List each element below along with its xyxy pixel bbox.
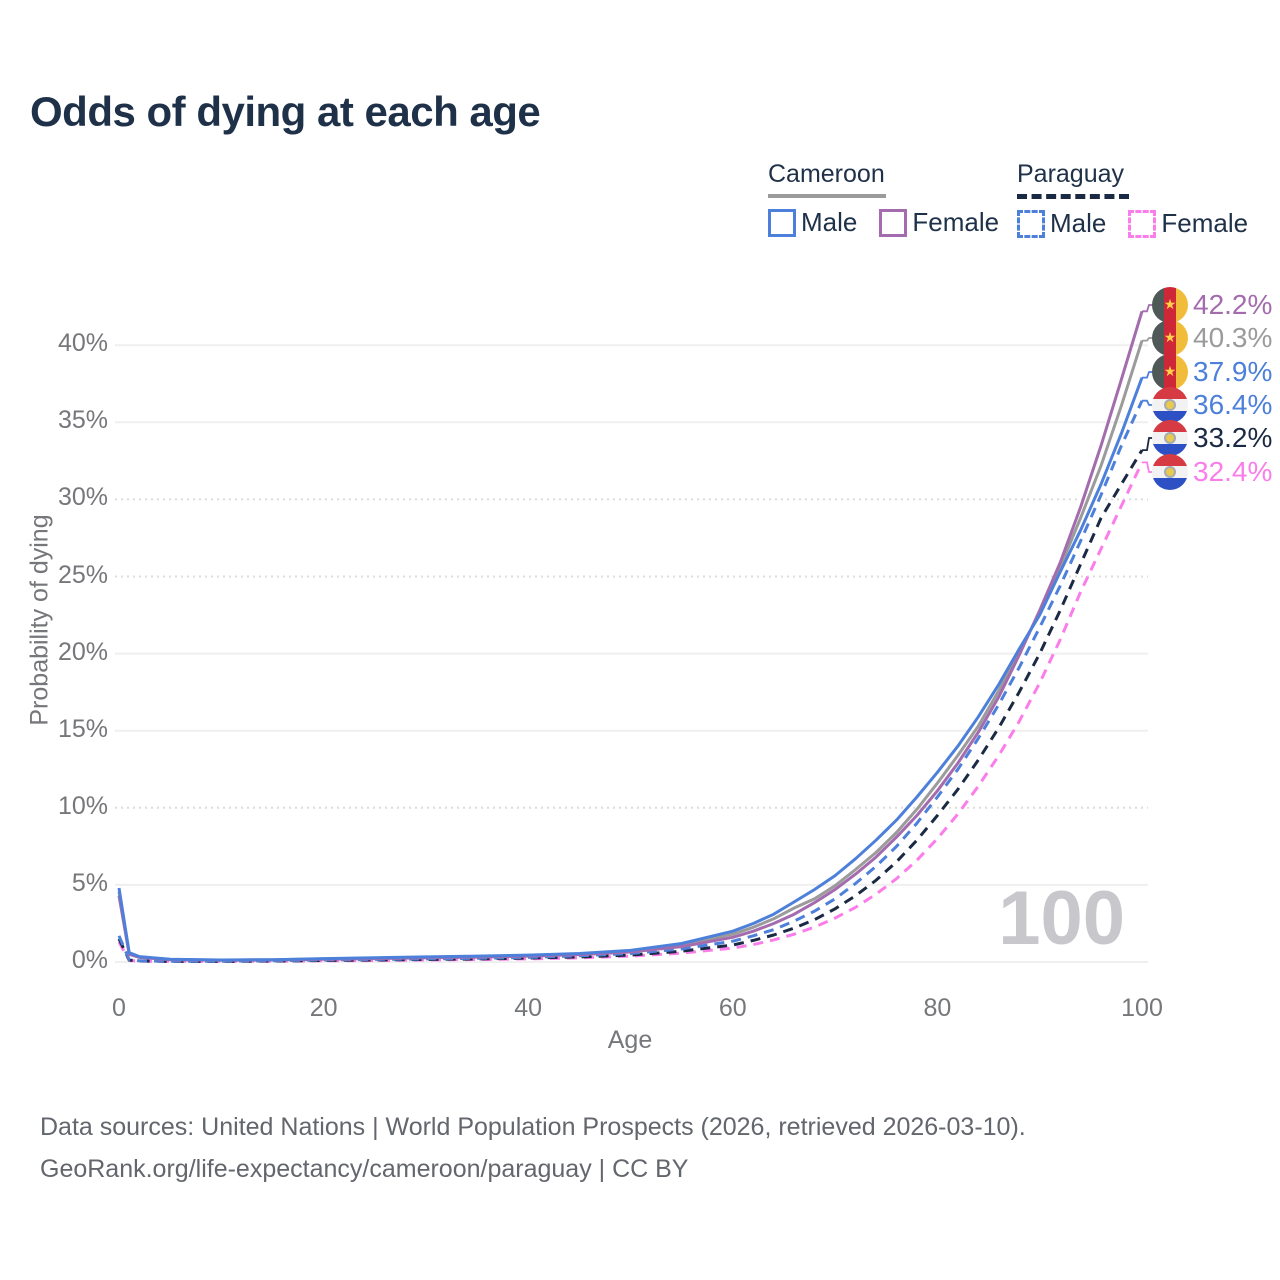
- cameroon-flag-icon: [1152, 354, 1188, 390]
- paraguay-flag-icon: [1152, 454, 1188, 490]
- end-label-cameroon-male: 37.9%: [1152, 354, 1272, 390]
- x-tick-label-80: 80: [923, 994, 952, 1022]
- series-line-cameroon-male: [117, 377, 1144, 962]
- legend-item-paraguay-male[interactable]: Male: [1017, 208, 1106, 239]
- x-tick-label-60: 60: [718, 994, 747, 1022]
- cameroon-flag-icon: [1152, 287, 1188, 323]
- y-tick-label-40%: 40%: [57, 329, 108, 358]
- x-tick-label-0: 0: [112, 994, 126, 1022]
- end-label-paraguay-female: 32.4%: [1152, 454, 1272, 490]
- y-tick-label-0%: 0%: [71, 946, 108, 974]
- footer-attribution: Data sources: United Nations | World Pop…: [40, 1106, 1026, 1190]
- leader-line-cameroon-female: [1142, 304, 1153, 313]
- legend-item-paraguay-female[interactable]: Female: [1128, 208, 1248, 239]
- paraguay-flag-icon: [1152, 420, 1188, 456]
- data-sources-line: Data sources: United Nations | World Pop…: [40, 1113, 1026, 1141]
- series-lines: [117, 310, 1144, 963]
- legend-item-cameroon-male[interactable]: Male: [768, 207, 857, 238]
- leader-line-paraguay-both-sexes: [1142, 437, 1153, 451]
- end-label-cameroon-both: 40.3%: [1152, 320, 1272, 356]
- legend-group-paraguay: Paraguay Male Female: [1017, 160, 1248, 239]
- series-line-paraguay-both-sexes: [117, 449, 1144, 963]
- cameroon-flag-icon: [1152, 320, 1188, 356]
- leader-line-paraguay-male: [1142, 399, 1153, 406]
- cameroon-male-swatch-icon: [768, 208, 796, 237]
- legend-group-title-cameroon: Cameroon: [768, 160, 885, 188]
- y-tick-label-15%: 15%: [57, 714, 108, 743]
- series-line-cameroon-both-sexes: [117, 340, 1144, 962]
- legend-item-cameroon-female[interactable]: Female: [879, 207, 999, 238]
- paraguay-flag-icon: [1152, 387, 1188, 423]
- x-tick-label-40: 40: [514, 994, 543, 1022]
- cameroon-solid-line-sample: [768, 194, 886, 198]
- y-tick-label-30%: 30%: [57, 483, 108, 512]
- y-tick-label-35%: 35%: [57, 406, 108, 435]
- paraguay-dashed-line-sample: [1017, 194, 1129, 199]
- x-axis-title: Age: [607, 1026, 653, 1054]
- series-line-paraguay-female: [117, 461, 1144, 963]
- y-tick-label-25%: 25%: [57, 560, 108, 589]
- leader-line-cameroon-both-sexes: [1142, 337, 1153, 342]
- x-tick-label-20: 20: [309, 994, 338, 1022]
- y-tick-label-5%: 5%: [71, 868, 108, 897]
- y-axis-title: Probability of dying: [25, 514, 54, 726]
- series-line-paraguay-male: [117, 400, 1144, 963]
- leader-line-cameroon-male: [1142, 371, 1153, 379]
- cameroon-female-swatch-icon: [879, 208, 908, 237]
- series-line-cameroon-female: [117, 310, 1144, 962]
- end-label-paraguay-male: 36.4%: [1152, 387, 1272, 423]
- x-tick-label-100: 100: [1121, 994, 1163, 1022]
- end-label-paraguay-both: 33.2%: [1152, 420, 1272, 456]
- y-tick-label-10%: 10%: [57, 791, 108, 820]
- watermark-age-100: 100: [998, 876, 1125, 961]
- gridlines: [115, 344, 1148, 963]
- paraguay-male-swatch-icon: [1017, 209, 1045, 238]
- source-url-line: GeoRank.org/life-expectancy/cameroon/par…: [40, 1155, 689, 1183]
- label-leader-lines: [1142, 304, 1153, 473]
- paraguay-female-swatch-icon: [1128, 209, 1157, 238]
- page-title: Odds of dying at each age: [30, 88, 541, 135]
- end-label-cameroon-female: 42.2%: [1152, 287, 1272, 323]
- legend-group-cameroon: Cameroon Male Female: [768, 160, 999, 238]
- leader-line-paraguay-female: [1142, 461, 1153, 473]
- legend-group-title-paraguay: Paraguay: [1017, 160, 1125, 188]
- y-tick-label-20%: 20%: [57, 637, 108, 666]
